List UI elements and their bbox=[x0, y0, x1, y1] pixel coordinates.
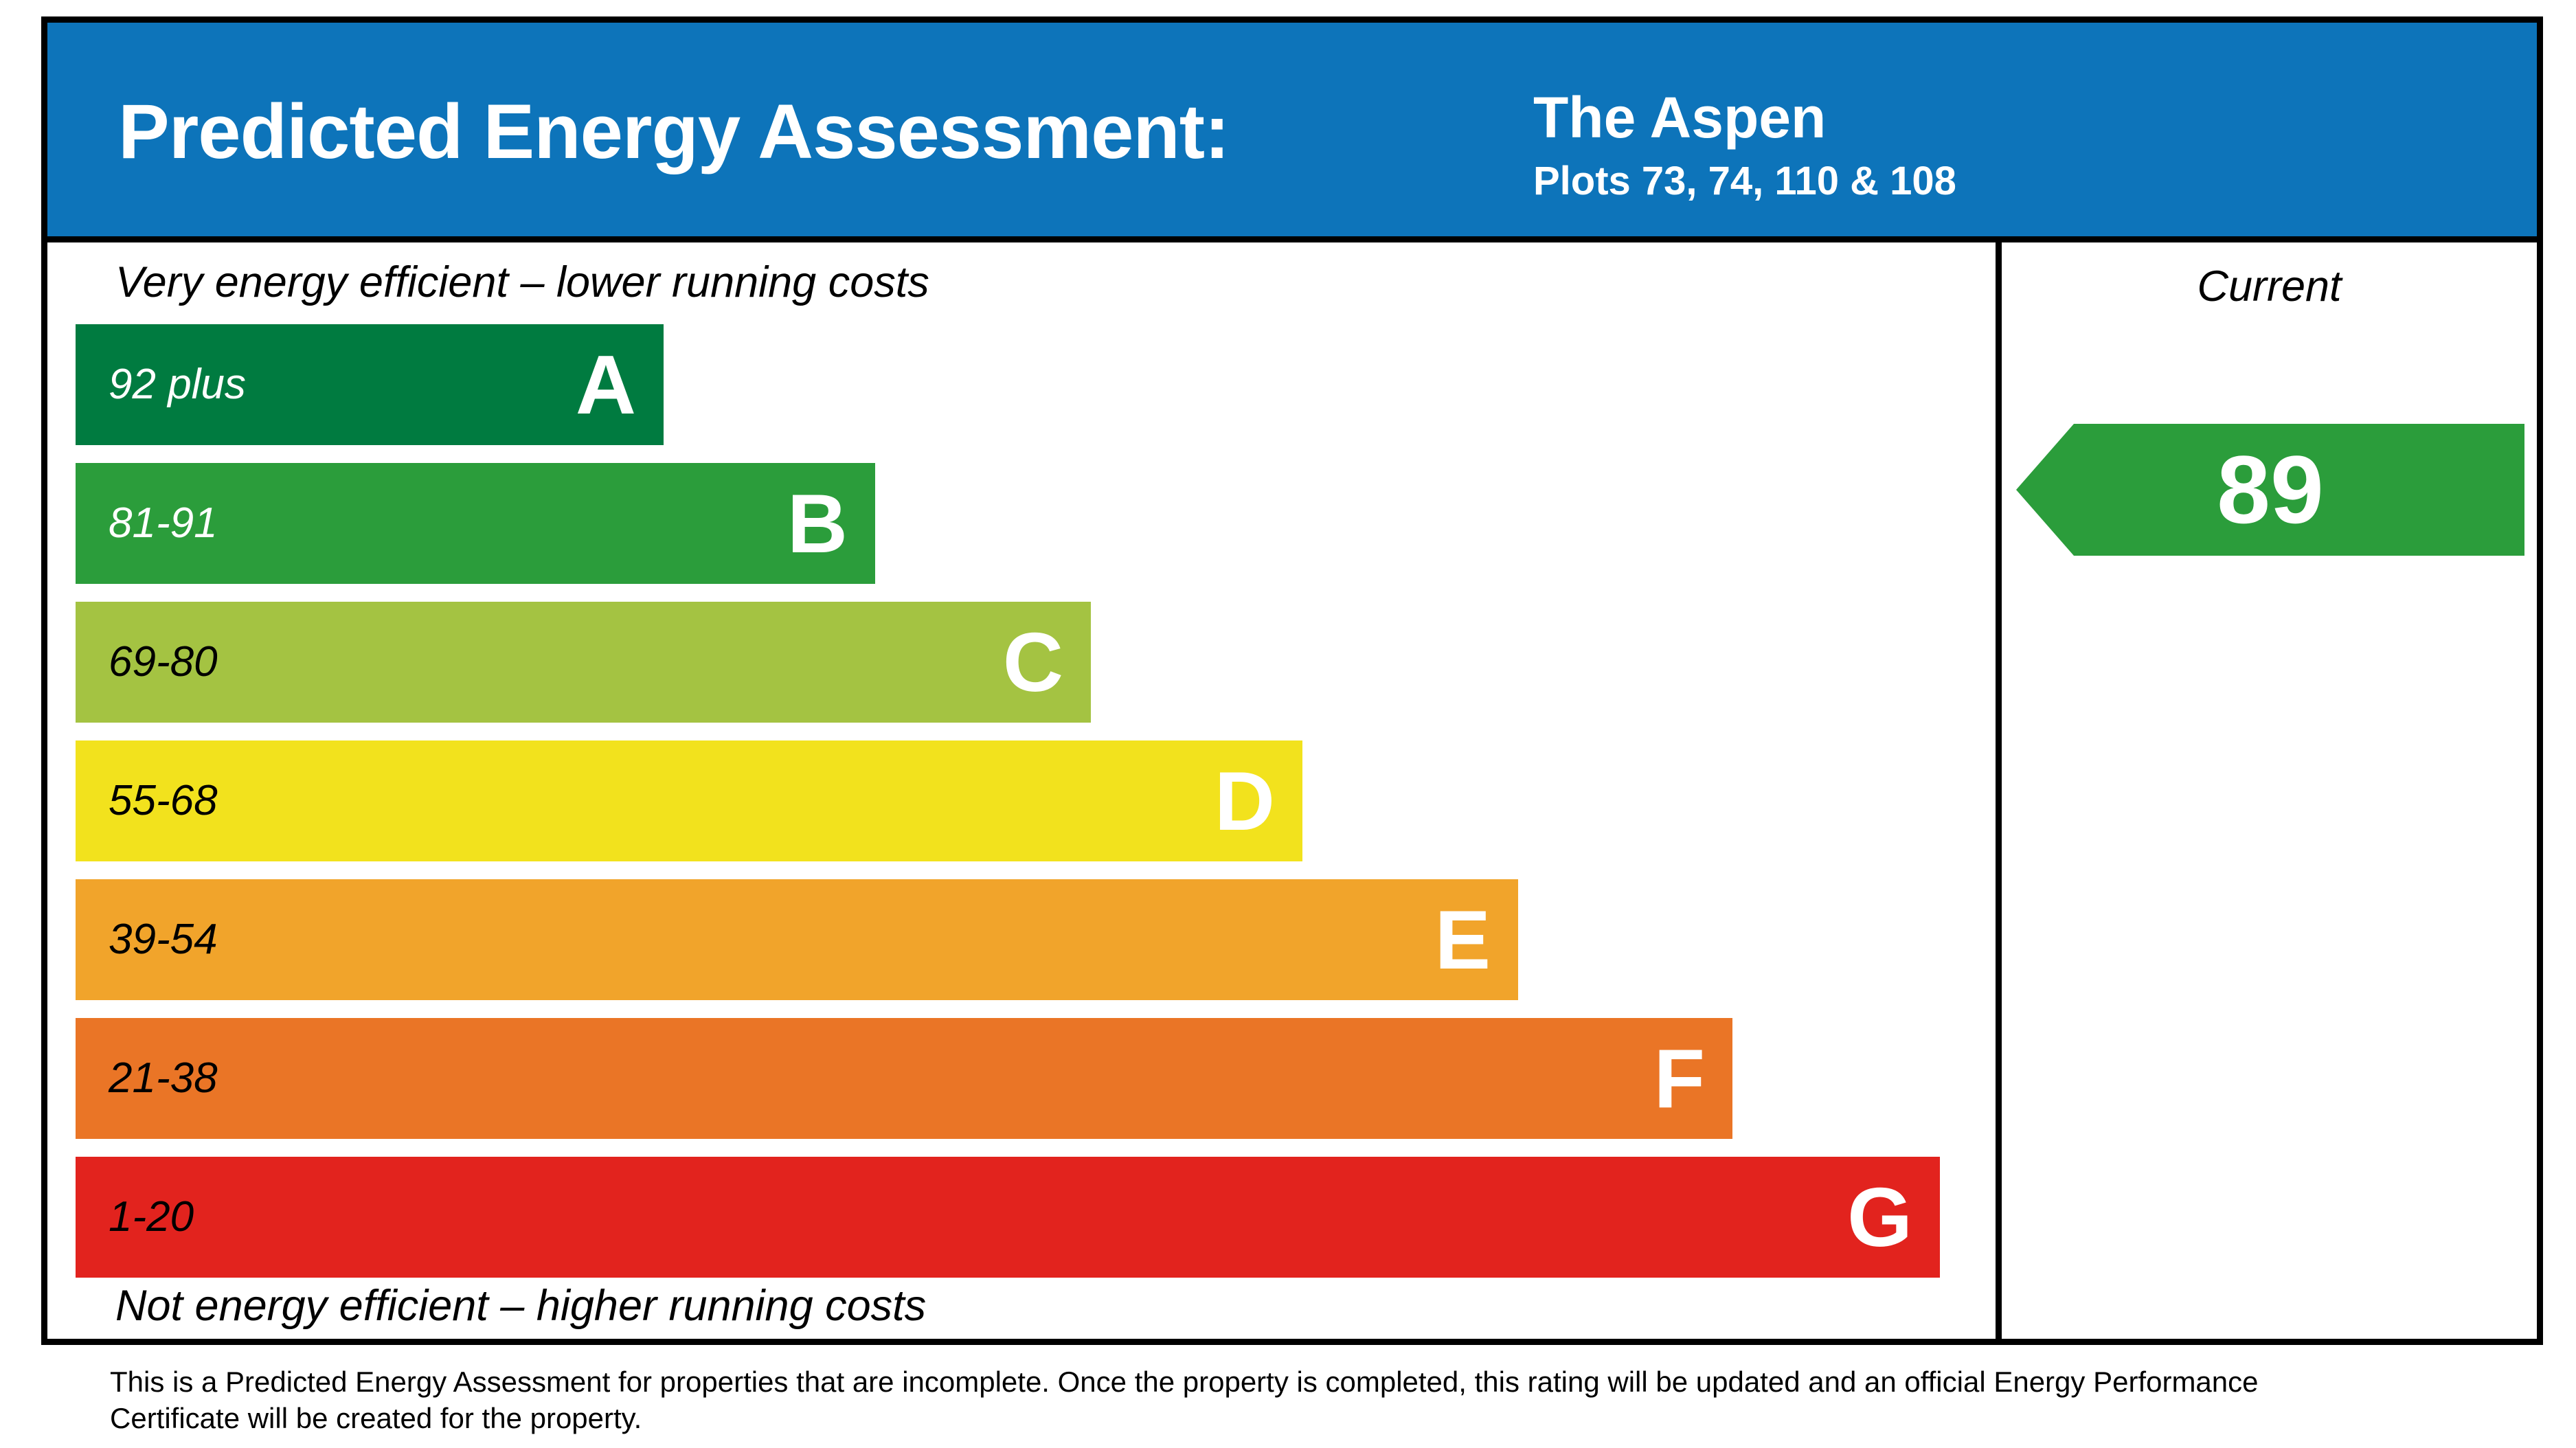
band-range-label: 39-54 bbox=[109, 916, 218, 963]
chart-header: Predicted Energy Assessment: The Aspen P… bbox=[47, 23, 2537, 242]
epc-band-row: 69-80 C bbox=[76, 602, 1091, 723]
footer-line-2: Certificate will be created for the prop… bbox=[110, 1402, 642, 1434]
band-range-label: 1-20 bbox=[109, 1193, 194, 1241]
caption-not-efficient: Not energy efficient – higher running co… bbox=[115, 1282, 927, 1330]
current-rating-arrow: 89 bbox=[2016, 424, 2524, 556]
epc-band-row: 39-54 E bbox=[76, 879, 1518, 1000]
current-rating-value: 89 bbox=[2217, 435, 2324, 543]
chart-body: Very energy efficient – lower running co… bbox=[47, 242, 2537, 1339]
epc-band-row: 81-91 B bbox=[76, 463, 875, 584]
band-range-label: 69-80 bbox=[109, 638, 218, 686]
band-letter: A bbox=[575, 338, 636, 431]
property-name: The Aspen bbox=[1533, 85, 1827, 150]
band-letter: D bbox=[1214, 754, 1275, 848]
property-plots: Plots 73, 74, 110 & 108 bbox=[1533, 159, 1956, 203]
epc-band-row: 21-38 F bbox=[76, 1018, 1732, 1139]
band-range-label: 21-38 bbox=[109, 1054, 218, 1102]
footer-note: This is a Predicted Energy Assessment fo… bbox=[110, 1364, 2487, 1436]
current-column-divider bbox=[1996, 242, 2002, 1339]
current-column-header: Current bbox=[2197, 262, 2342, 310]
footer-line-1: This is a Predicted Energy Assessment fo… bbox=[110, 1366, 2259, 1398]
epc-band-row: 92 plus A bbox=[76, 324, 664, 445]
epc-band-row: 55-68 D bbox=[76, 740, 1302, 861]
band-range-label: 81-91 bbox=[109, 499, 218, 547]
band-range-label: 92 plus bbox=[109, 361, 246, 408]
band-letter: B bbox=[787, 477, 848, 570]
band-range-label: 55-68 bbox=[109, 777, 218, 824]
page-title: Predicted Energy Assessment: bbox=[118, 89, 1230, 174]
band-letter: C bbox=[1002, 615, 1063, 709]
epc-chart: Predicted Energy Assessment: The Aspen P… bbox=[41, 16, 2543, 1345]
caption-very-efficient: Very energy efficient – lower running co… bbox=[115, 258, 929, 306]
band-letter: G bbox=[1847, 1170, 1912, 1264]
epc-band-row: 1-20 G bbox=[76, 1157, 1940, 1278]
property-info: The Aspen Plots 73, 74, 110 & 108 bbox=[1533, 89, 1956, 201]
band-letter: F bbox=[1653, 1032, 1705, 1125]
band-letter: E bbox=[1434, 893, 1491, 986]
